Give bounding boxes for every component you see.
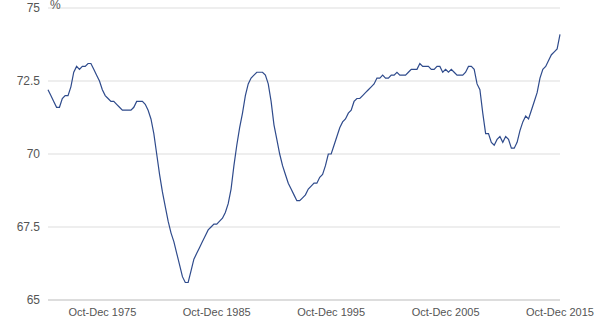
- svg-text:72.5: 72.5: [17, 74, 41, 88]
- svg-text:Oct-Dec 1975: Oct-Dec 1975: [68, 306, 136, 318]
- svg-text:Oct-Dec 2005: Oct-Dec 2005: [412, 306, 480, 318]
- svg-text:Oct-Dec 1985: Oct-Dec 1985: [183, 306, 251, 318]
- svg-text:67.5: 67.5: [17, 220, 41, 234]
- svg-text:Oct-Dec 1995: Oct-Dec 1995: [297, 306, 365, 318]
- svg-text:70: 70: [27, 147, 41, 161]
- svg-text:75: 75: [27, 1, 41, 15]
- svg-text:Oct-Dec 2015: Oct-Dec 2015: [526, 306, 592, 318]
- svg-text:65: 65: [27, 293, 41, 307]
